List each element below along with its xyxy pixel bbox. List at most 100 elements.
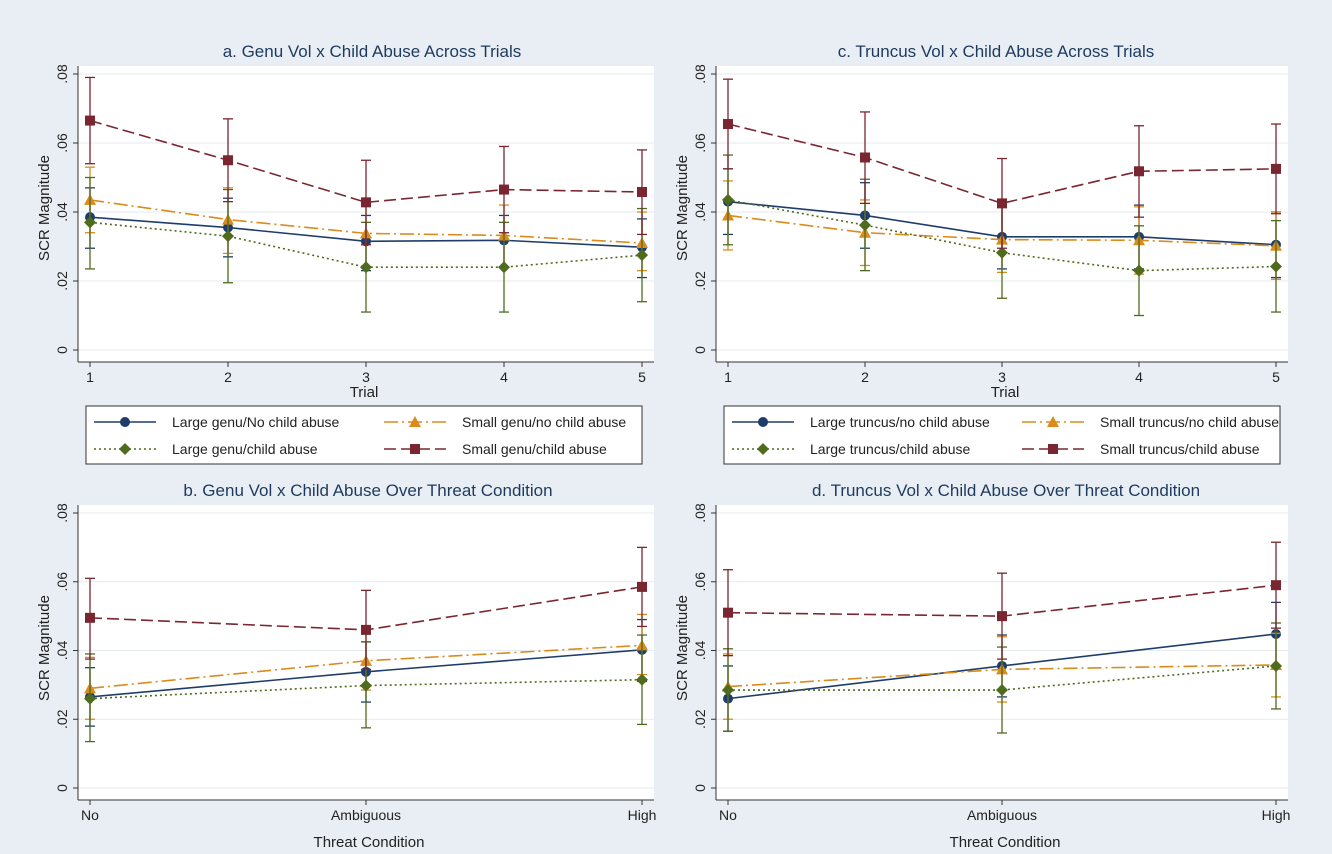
y-tick-label: .02 xyxy=(692,709,708,729)
data-point xyxy=(997,611,1007,622)
x-tick-label: 1 xyxy=(724,369,732,385)
data-point xyxy=(361,624,371,635)
y-axis-title-b: SCR Magnitude xyxy=(36,595,53,701)
data-point xyxy=(1271,580,1281,591)
legend-entry-small_no: Small genu/no child abuse xyxy=(384,414,626,430)
data-point xyxy=(499,184,509,195)
data-point xyxy=(637,581,647,592)
data-point xyxy=(636,249,648,262)
series-large_abuse-d xyxy=(722,622,1282,734)
legend-marker xyxy=(119,443,131,455)
data-point xyxy=(84,216,96,229)
x-tick-label: 1 xyxy=(86,369,94,385)
data-point xyxy=(360,261,372,274)
y-axis-title-c: SCR Magnitude xyxy=(674,155,691,261)
x-tick-label: Ambiguous xyxy=(331,807,401,823)
legend-marker xyxy=(757,443,769,455)
x-axis-title-d: Threat Condition xyxy=(950,834,1061,851)
legend-label: Small genu/child abuse xyxy=(462,441,607,457)
axes-b: 0 .02 .04 .06 .08 No Ambiguous High xyxy=(54,503,656,823)
series-layer-a xyxy=(84,76,648,313)
data-point xyxy=(1133,264,1145,277)
series-small_abuse-b xyxy=(85,546,647,671)
y-tick-label: .02 xyxy=(54,709,70,729)
chart-panel-b: b. Genu Vol x Child Abuse Over Threat Co… xyxy=(36,481,656,851)
data-point xyxy=(722,684,734,697)
legend-entry-small_no: Small truncus/no child abuse xyxy=(1022,414,1279,430)
legend-label: Large genu/No child abuse xyxy=(172,414,340,430)
series-line xyxy=(89,119,643,204)
data-point xyxy=(996,246,1008,259)
y-tick-label: .08 xyxy=(692,64,708,84)
y-tick-label: 0 xyxy=(54,346,70,354)
y-tick-label: .04 xyxy=(54,641,70,661)
data-point xyxy=(85,115,95,126)
series-large_abuse-b xyxy=(84,634,648,743)
legend-truncus-entries: Large truncus/no child abuse Small truncu… xyxy=(732,414,1279,457)
x-tick-label: 3 xyxy=(998,369,1006,385)
x-tick-label: High xyxy=(628,807,657,823)
data-point xyxy=(360,679,372,692)
legend-entry-large_abuse: Large genu/child abuse xyxy=(94,441,318,457)
legend-label: Large truncus/no child abuse xyxy=(810,414,990,430)
legend-entry-small_abuse: Small genu/child abuse xyxy=(384,441,607,457)
data-point xyxy=(723,607,733,618)
data-point xyxy=(997,198,1007,209)
x-tick-label: 2 xyxy=(224,369,232,385)
x-tick-label: 5 xyxy=(1272,369,1280,385)
legend-label: Large genu/child abuse xyxy=(172,441,318,457)
data-point xyxy=(1270,260,1282,273)
chart-panel-d: d. Truncus Vol x Child Abuse Over Threat… xyxy=(674,481,1290,851)
x-axis-title-c: Trial xyxy=(991,384,1020,401)
legend-label: Small truncus/no child abuse xyxy=(1100,414,1279,430)
x-tick-label: 2 xyxy=(861,369,869,385)
data-point xyxy=(1270,659,1282,672)
data-point xyxy=(498,261,510,274)
legend-truncus-box xyxy=(723,405,1281,465)
x-tick-label: 4 xyxy=(500,369,508,385)
data-point xyxy=(85,612,95,623)
panel-title-c: c. Truncus Vol x Child Abuse Across Tria… xyxy=(838,42,1155,61)
series-small_abuse-a xyxy=(85,76,647,246)
legend-marker xyxy=(120,417,130,427)
series-small_abuse-c xyxy=(723,78,1281,249)
data-point xyxy=(223,155,233,166)
y-tick-label: 0 xyxy=(54,784,70,792)
legend-entry-large_no: Large truncus/no child abuse xyxy=(732,414,990,430)
x-axis-title-a: Trial xyxy=(350,384,379,401)
legend-marker xyxy=(409,416,421,427)
y-tick-label: .06 xyxy=(54,572,70,592)
x-tick-label: 3 xyxy=(362,369,370,385)
x-tick-label: Ambiguous xyxy=(967,807,1037,823)
legend-truncus: Large truncus/no child abuse Small truncu… xyxy=(723,405,1281,465)
x-tick-label: No xyxy=(719,807,737,823)
legend-entry-small_abuse: Small truncus/child abuse xyxy=(1022,441,1260,457)
y-tick-label: .06 xyxy=(692,572,708,592)
y-tick-label: .08 xyxy=(692,503,708,523)
series-small_abuse-d xyxy=(723,541,1281,660)
x-tick-label: High xyxy=(1262,807,1291,823)
axes-c: 0 .02 .04 .06 .08 1 2 3 4 5 xyxy=(692,64,1288,385)
y-tick-label: .08 xyxy=(54,64,70,84)
y-tick-label: .04 xyxy=(692,202,708,222)
panel-title-a: a. Genu Vol x Child Abuse Across Trials xyxy=(223,42,522,61)
data-point xyxy=(859,219,871,232)
y-tick-label: .06 xyxy=(54,133,70,153)
data-point xyxy=(722,193,734,206)
data-point xyxy=(1271,163,1281,174)
data-point xyxy=(723,119,733,130)
x-tick-label: 5 xyxy=(638,369,646,385)
legend-genu-entries: Large genu/No child abuse Small genu/no c… xyxy=(94,414,626,457)
y-tick-label: .04 xyxy=(692,641,708,661)
axes-d: 0 .02 .04 .06 .08 No Ambiguous High xyxy=(692,503,1290,823)
legend-marker xyxy=(1047,416,1059,427)
y-tick-label: .02 xyxy=(692,271,708,291)
data-point xyxy=(361,197,371,208)
series-layer-b xyxy=(84,546,648,743)
series-layer-d xyxy=(722,541,1282,734)
legend-genu: Large genu/No child abuse Small genu/no c… xyxy=(85,405,643,465)
legend-label: Small truncus/child abuse xyxy=(1100,441,1260,457)
legend-label: Small genu/no child abuse xyxy=(462,414,626,430)
y-axis-title-d: SCR Magnitude xyxy=(674,595,691,701)
y-tick-label: 0 xyxy=(692,784,708,792)
